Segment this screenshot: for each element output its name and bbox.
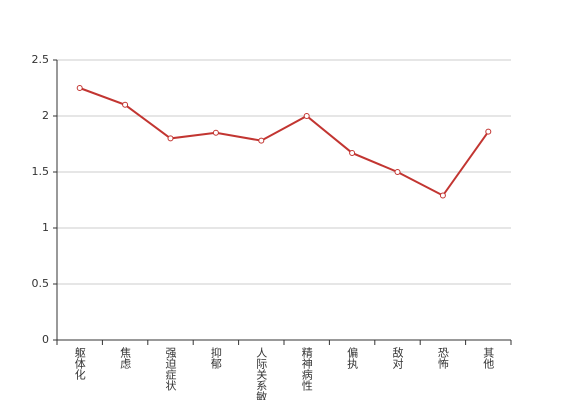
point (439, 192, 446, 199)
x-tick-label: 抑郁 (209, 346, 222, 369)
x-tick-label: 恐怖 (436, 347, 449, 369)
x-tick-label: 焦虑 (119, 347, 132, 369)
y-tick-label: 2.5 (32, 53, 50, 66)
point (303, 113, 310, 119)
y-tick-label: 0 (42, 333, 49, 346)
point (122, 101, 129, 108)
x-tick-label: 敌对 (391, 346, 404, 369)
x-tick-label: 精神病性 (300, 347, 313, 392)
x-tick-label: 偏执 (346, 346, 359, 370)
x-tick-label: 躯体化 (73, 347, 86, 381)
point (485, 128, 492, 135)
y-tick-label: 0.5 (32, 277, 50, 290)
point (76, 85, 83, 91)
x-tick-label: 其他 (482, 347, 495, 369)
y-tick-label: 2 (42, 109, 49, 122)
point (212, 129, 219, 136)
point (394, 169, 401, 175)
point (167, 135, 174, 142)
point (349, 149, 356, 156)
y-tick-label: 1.5 (32, 165, 50, 178)
y-tick-label: 1 (42, 221, 49, 234)
line (79, 87, 490, 197)
x-tick-label: 人际关系敏感 (255, 347, 268, 400)
point (258, 137, 265, 144)
x-tick-label: 强迫症状 (164, 347, 177, 391)
